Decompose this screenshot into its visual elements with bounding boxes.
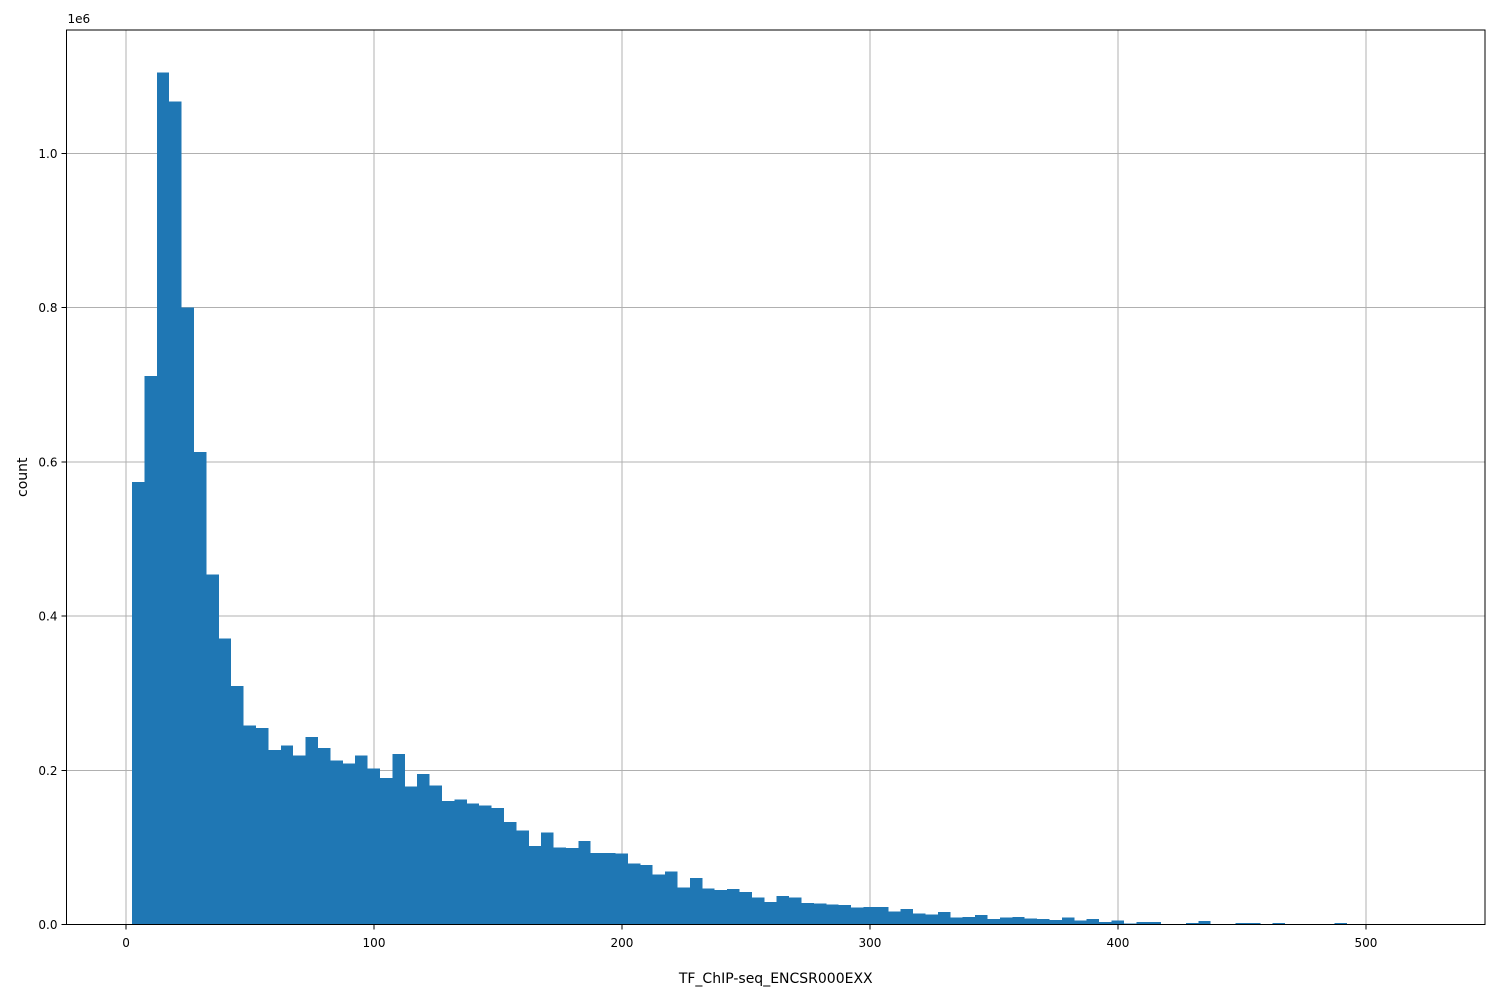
histogram-bar: [169, 102, 181, 925]
histogram-bar: [219, 638, 231, 924]
histogram-bar: [380, 778, 392, 925]
x-tick-label: 100: [363, 936, 386, 950]
y-axis-label: count: [15, 457, 31, 497]
histogram-bar: [541, 833, 553, 925]
histogram-bar: [603, 853, 615, 925]
y-tick-label: 0.2: [38, 764, 57, 778]
histogram-bar: [343, 763, 355, 924]
histogram-bar: [430, 786, 442, 925]
histogram-bar: [578, 841, 590, 924]
histogram-bar: [864, 907, 876, 925]
histogram-bar: [405, 786, 417, 924]
histogram-bar: [417, 774, 429, 924]
histogram-bar: [616, 854, 628, 925]
histogram-bar: [640, 865, 652, 924]
x-tick-label: 200: [611, 936, 634, 950]
histogram-bar: [963, 917, 975, 925]
histogram-bar: [727, 889, 739, 924]
histogram-bar: [281, 746, 293, 925]
histogram-bar: [752, 898, 764, 925]
histogram-bar: [1087, 919, 1099, 924]
histogram-bar: [988, 919, 1000, 924]
histogram-bar: [678, 887, 690, 924]
histogram-bar: [368, 769, 380, 925]
x-tick-label: 300: [859, 936, 882, 950]
histogram-bar: [1000, 918, 1012, 925]
histogram-bar: [504, 822, 516, 925]
histogram-bar: [516, 830, 528, 924]
histogram-bar: [740, 892, 752, 924]
histogram-bar: [355, 756, 367, 925]
histogram-bar: [330, 760, 342, 924]
histogram-bar: [256, 728, 268, 925]
histogram-bar: [702, 888, 714, 924]
histogram-bar: [888, 911, 900, 924]
histogram-bar: [1112, 921, 1124, 925]
histogram-bar: [454, 800, 466, 925]
histogram-bar: [665, 871, 677, 924]
histogram-bar: [802, 903, 814, 925]
y-axis-offset-label: 1e6: [68, 12, 91, 26]
histogram-bar: [1012, 917, 1024, 925]
histogram-bar: [591, 853, 603, 925]
histogram-bar: [157, 72, 169, 924]
histogram-bar: [206, 574, 218, 924]
histogram-bar: [1050, 920, 1062, 925]
histogram-bar: [690, 878, 702, 924]
histogram-bar: [268, 750, 280, 924]
histogram-bar: [194, 452, 206, 925]
histogram-bar: [814, 904, 826, 925]
histogram-bar: [901, 909, 913, 924]
histogram-bar: [1198, 921, 1210, 925]
histogram-bar: [1074, 921, 1086, 925]
histogram-bar: [306, 737, 318, 924]
histogram-bar: [479, 806, 491, 925]
histogram-bar: [938, 912, 950, 924]
histogram-bar: [566, 848, 578, 924]
histogram-bar: [826, 904, 838, 924]
histogram-bar: [789, 898, 801, 925]
histogram-bar: [132, 482, 144, 925]
histogram-bar: [876, 907, 888, 925]
histogram-bar: [715, 890, 727, 925]
y-tick-label: 0.8: [38, 301, 57, 315]
x-tick-label: 500: [1355, 936, 1378, 950]
x-tick-label: 0: [122, 936, 130, 950]
histogram-bar: [926, 914, 938, 924]
histogram-bar: [653, 874, 665, 924]
histogram-bar: [318, 748, 330, 925]
histogram-bar: [392, 754, 404, 924]
y-tick-label: 1.0: [38, 147, 57, 161]
histogram-bar: [1037, 919, 1049, 924]
histogram-bar: [231, 686, 243, 924]
histogram-bar: [913, 914, 925, 925]
histogram-bar: [950, 918, 962, 925]
y-tick-label: 0.4: [38, 610, 57, 624]
histogram-bar: [244, 726, 256, 925]
histogram-bar: [975, 915, 987, 924]
histogram-bar: [839, 905, 851, 924]
histogram-bar: [1062, 918, 1074, 925]
x-tick-label: 400: [1107, 936, 1130, 950]
x-axis-label: TF_ChIP-seq_ENCSR000EXX: [678, 971, 873, 987]
histogram-bar: [1025, 918, 1037, 924]
y-tick-label: 0.0: [38, 918, 57, 932]
histogram-bar: [851, 908, 863, 925]
histogram-bar: [529, 846, 541, 925]
histogram-bar: [442, 801, 454, 924]
histogram-bar: [764, 902, 776, 924]
histogram-bar: [628, 864, 640, 925]
histogram-bar: [777, 896, 789, 925]
histogram-bar: [182, 308, 194, 925]
histogram-bar: [467, 803, 479, 924]
histogram-bar: [492, 808, 504, 924]
histogram-bar: [293, 756, 305, 925]
histogram-bar: [144, 376, 156, 924]
histogram-bar: [554, 847, 566, 924]
y-tick-label: 0.6: [38, 455, 57, 469]
